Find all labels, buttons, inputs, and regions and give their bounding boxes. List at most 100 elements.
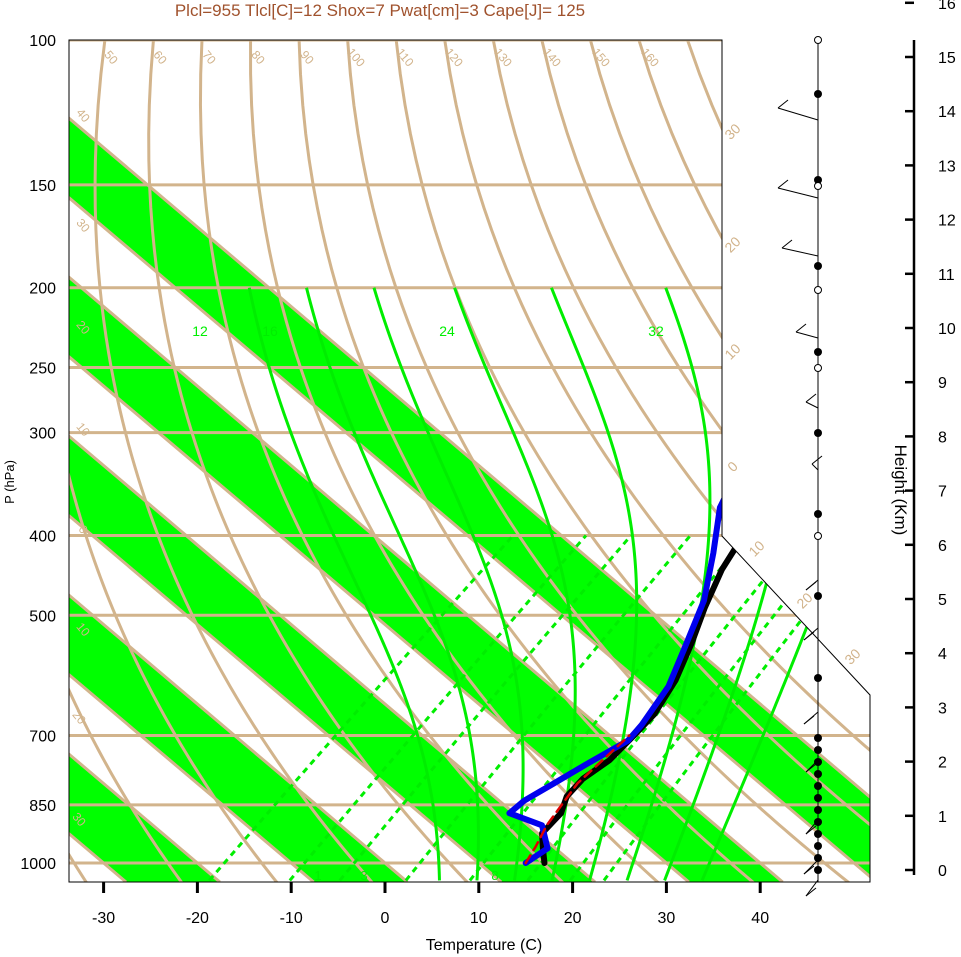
dry-adiabat-line (297, 40, 764, 882)
wind-barb (805, 401, 819, 409)
height-tick-label: 9 (938, 375, 947, 392)
height-tick-label: 12 (938, 213, 956, 230)
dry-adiabat-line (394, 40, 870, 882)
height-tick-label: 14 (938, 104, 956, 121)
height-tick-label: 3 (938, 700, 947, 717)
height-tick-label: 8 (938, 429, 947, 446)
pressure-tick-label: 400 (29, 528, 56, 545)
wind-barb-flag (805, 825, 817, 835)
wind-barb (781, 247, 819, 257)
pressure-tick-label: 100 (29, 33, 56, 50)
wind-barb (805, 819, 819, 835)
theta-label: 10 (73, 420, 93, 439)
isotherm-label: 10 (745, 537, 767, 559)
chart-title: Plcl=955 Tlcl[C]=12 Shox=7 Pwat[cm]=3 Ca… (175, 1, 585, 20)
mixing-ratio-line (404, 534, 692, 882)
wind-obs-dot (814, 782, 822, 790)
height-tick-label: 13 (938, 158, 956, 175)
pressure-tick-label: 850 (29, 798, 56, 815)
temperature-band (69, 40, 870, 882)
wind-obs-dot (814, 818, 822, 826)
wind-barb (811, 463, 819, 471)
theta-e-label: 16 (262, 323, 278, 339)
wind-obs-open (814, 36, 822, 44)
temperature-bands (69, 40, 870, 882)
height-tick-label: 11 (938, 267, 955, 284)
temperature-band (69, 40, 783, 882)
dry-adiabat-line (198, 40, 573, 882)
wind-obs-dot (814, 854, 822, 862)
wind-obs-dot (814, 746, 822, 754)
temperature-band (69, 40, 408, 882)
height-tick-label: 2 (938, 755, 947, 772)
theta-label: 40 (73, 106, 93, 125)
wind-obs-dot (814, 90, 822, 98)
x-tick-label: -10 (280, 910, 303, 927)
isotherm-label: 10 (721, 340, 743, 362)
mixing-ratio-line (526, 534, 801, 882)
wind-barb-flag (805, 763, 817, 773)
wind-obs-dot (814, 510, 822, 518)
wind-obs-dot (814, 770, 822, 778)
isotherm-label: 30 (721, 120, 743, 142)
wind-obs-dot (814, 429, 822, 437)
pressure-tick-label: 500 (29, 608, 56, 625)
wind-obs-open (814, 364, 822, 372)
wind-barb-flag (805, 581, 817, 591)
wind-barb (777, 187, 819, 199)
isotherm-line (69, 40, 784, 882)
pressure-tick-label: 200 (29, 281, 56, 298)
moist-adiabat-line (372, 287, 525, 881)
x-axis-title: Temperature (C) (426, 937, 542, 954)
moist-adiabat-line (625, 287, 712, 881)
wind-obs-dot (814, 262, 822, 270)
moist-adiabat-line (247, 287, 441, 881)
x-tick-label: 40 (751, 910, 769, 927)
wind-barb-flag (803, 865, 815, 875)
height-tick-label: 7 (938, 484, 947, 501)
wind-obs-dot (814, 348, 822, 356)
height-tick-label: 0 (938, 863, 947, 880)
isotherm-line (69, 40, 596, 882)
theta-e-label: 32 (648, 323, 664, 339)
wind-barb-flag (781, 239, 793, 249)
height-tick-label: 5 (938, 592, 947, 609)
x-tick-label: 20 (564, 910, 582, 927)
theta-e-label: 24 (439, 323, 455, 339)
dry-adiabat-line (249, 40, 669, 882)
height-tick-label: 15 (938, 50, 956, 67)
wind-obs-dot (814, 806, 822, 814)
isotherm-line (69, 40, 409, 882)
isotherm-line (69, 40, 315, 882)
moist-adiabat-line (453, 287, 577, 881)
wind-obs-open (814, 286, 822, 294)
pressure-tick-label: 700 (29, 729, 56, 746)
height-tick-label: 4 (938, 646, 947, 663)
wind-obs-dot (814, 176, 822, 184)
mixing-ratio-label: 3 (360, 868, 367, 883)
dry-adiabat-line (346, 40, 860, 882)
dry-adiabat-line (69, 40, 285, 882)
wind-obs-dot (814, 674, 822, 682)
y-axis-title: P (hPa) (2, 460, 17, 504)
mixing-ratio-line (602, 534, 869, 882)
wind-barb-flag (811, 455, 823, 465)
wind-barb-flag (777, 179, 789, 189)
mixing-ratio-line (208, 534, 515, 882)
theta-label: 30 (73, 216, 93, 235)
height-axis-title: Height (Km) (891, 445, 910, 536)
isotherm-label: 0 (724, 458, 741, 475)
pressure-tick-label: 300 (29, 426, 56, 443)
height-tick-label: 1 (938, 809, 947, 826)
moist-adiabat-line (305, 287, 480, 881)
wind-barb (795, 331, 819, 339)
wind-barb-flag (803, 631, 815, 641)
isotherm-label: 20 (721, 233, 743, 255)
wind-barb-flag (805, 887, 817, 897)
wind-obs-dot (814, 866, 822, 874)
wind-obs-dot (814, 592, 822, 600)
height-tick-label: 10 (938, 321, 956, 338)
wind-barb (777, 107, 819, 121)
wind-barb (805, 879, 819, 897)
